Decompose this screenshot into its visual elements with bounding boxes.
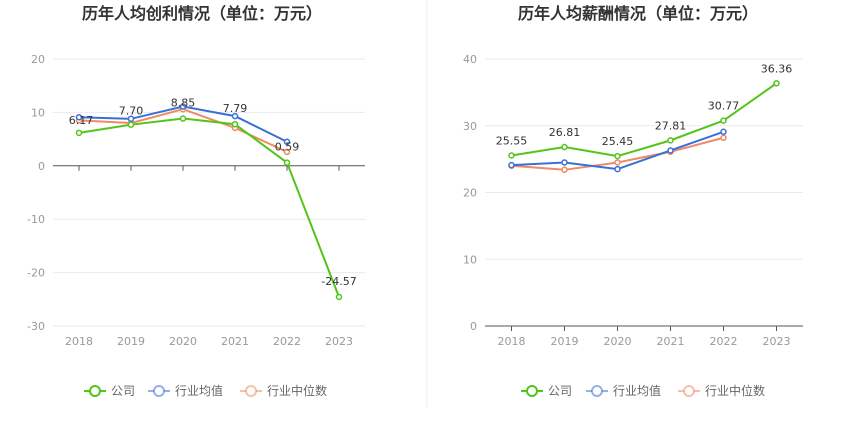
data-point: [127, 115, 135, 123]
legend-swatch-marker: [153, 385, 165, 397]
data-label: 7.70: [119, 105, 144, 118]
data-point: [75, 129, 83, 137]
x-tick-label: 2023: [325, 335, 353, 348]
x-tick-label: 2022: [273, 335, 301, 348]
series-line-0: [78, 117, 340, 298]
legend-label: 公司: [111, 384, 135, 398]
data-label: 8.85: [171, 97, 196, 110]
y-tick-label: -30: [27, 320, 45, 333]
data-point: [614, 165, 621, 173]
data-label: 6.17: [69, 114, 94, 127]
y-tick-label: 0: [470, 320, 477, 333]
y-tick-label: 0: [38, 160, 45, 173]
legend-item-0[interactable]: 公司: [84, 384, 135, 398]
y-tick-label: 30: [463, 120, 477, 133]
legend-item-0[interactable]: 公司: [521, 384, 572, 398]
x-tick-label: 2021: [221, 335, 249, 348]
x-tick-label: 2021: [657, 335, 685, 348]
data-point: [335, 293, 343, 301]
legend-item-2[interactable]: 行业中位数: [678, 383, 765, 398]
data-point: [508, 161, 515, 169]
chart-1: 历年人均创利情况（单位：万元） 20 10 0 -10 -20 -30 2018 2019 202…: [27, 4, 365, 398]
data-point: [614, 152, 621, 160]
y-tick-label: -10: [27, 213, 45, 226]
x-tick-label: 2020: [169, 335, 197, 348]
data-label: 7.79: [223, 102, 248, 115]
legend-label: 行业均值: [175, 383, 223, 398]
x-tick-label: 2019: [117, 335, 145, 348]
data-point: [720, 128, 727, 136]
y-tick-label: 20: [31, 53, 45, 66]
data-label: 26.81: [549, 126, 581, 139]
legend-swatch-marker: [683, 385, 695, 397]
legend-swatch-marker: [591, 385, 603, 397]
x-tick-label: 2018: [498, 335, 526, 348]
x-tick-label: 2018: [65, 335, 93, 348]
chart-2: 历年人均薪酬情况（单位：万元） 40 30 20 10 0 2018 2019 2020 2021…: [463, 4, 803, 398]
data-point: [561, 166, 568, 174]
data-point: [508, 152, 515, 159]
data-point: [614, 159, 621, 166]
x-tick-label: 2019: [551, 335, 579, 348]
data-point: [231, 112, 239, 120]
data-point: [179, 115, 187, 122]
data-label: -24.57: [321, 275, 356, 288]
data-point: [75, 113, 83, 121]
data-point: [231, 120, 239, 128]
chart-title: 历年人均创利情况（单位：万元）: [82, 4, 322, 23]
legend-swatch-marker: [526, 385, 538, 397]
legend-item-2[interactable]: 行业中位数: [240, 383, 327, 398]
x-tick-label: 2022: [710, 335, 738, 348]
data-point: [179, 103, 187, 110]
legend-swatch-marker: [245, 385, 257, 397]
chart-title: 历年人均薪酬情况（单位：万元）: [518, 4, 758, 23]
data-label: 25.45: [602, 135, 634, 148]
data-point: [667, 137, 674, 144]
y-tick-label: 10: [31, 106, 45, 119]
legend-item-1[interactable]: 行业均值: [586, 383, 661, 398]
x-tick-label: 2023: [763, 335, 791, 348]
data-label: 27.81: [655, 119, 687, 132]
legend-label: 行业均值: [613, 383, 661, 398]
data-point: [561, 159, 568, 166]
legend-label: 行业中位数: [267, 383, 327, 398]
legend-label: 行业中位数: [705, 383, 765, 398]
series-line-0: [511, 82, 778, 158]
data-label: 0.59: [275, 141, 300, 154]
legend-item-1[interactable]: 行业均值: [148, 383, 223, 398]
data-point: [720, 134, 727, 142]
data-point: [127, 121, 135, 128]
data-point: [283, 148, 291, 156]
y-tick-label: 10: [463, 253, 477, 266]
legend-swatch-marker: [89, 385, 101, 397]
data-point: [561, 143, 568, 151]
data-label: 25.55: [496, 134, 528, 147]
data-label: 36.36: [761, 62, 793, 75]
x-tick-label: 2020: [604, 335, 632, 348]
y-tick-label: -20: [27, 267, 45, 280]
data-point: [283, 138, 291, 146]
legend-label: 公司: [548, 384, 572, 398]
data-point: [283, 159, 291, 166]
y-tick-label: 40: [463, 53, 477, 66]
data-point: [720, 117, 727, 124]
y-tick-label: 20: [463, 187, 477, 200]
data-point: [667, 147, 674, 154]
data-label: 30.77: [708, 100, 740, 113]
data-point: [773, 80, 780, 87]
